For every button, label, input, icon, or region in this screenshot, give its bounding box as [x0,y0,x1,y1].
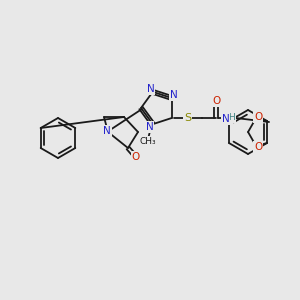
Text: N: N [103,126,111,136]
Text: O: O [254,142,262,152]
Text: N: N [147,84,154,94]
Text: CH₃: CH₃ [140,137,156,146]
Text: O: O [254,112,262,122]
Text: O: O [213,96,221,106]
Text: N: N [146,122,154,132]
Text: N: N [222,114,230,124]
Text: H: H [228,113,235,122]
Text: N: N [170,90,178,100]
Text: S: S [184,113,191,123]
Text: O: O [132,152,140,162]
